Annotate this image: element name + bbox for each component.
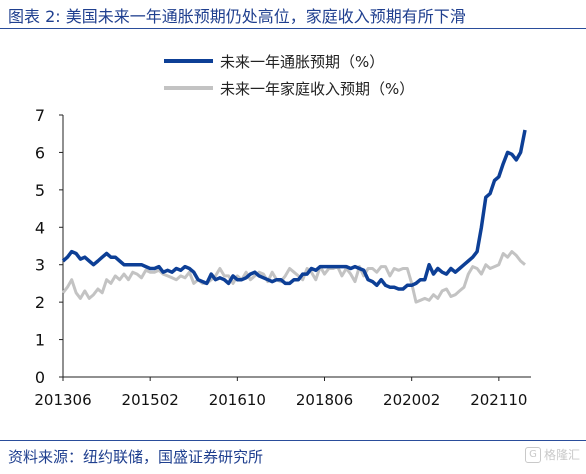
- legend-label-income: 未来一年家庭收入预期（%）: [220, 80, 414, 98]
- x-tick-label: 202110: [470, 391, 527, 409]
- title-rule: [0, 28, 586, 29]
- footer-rule: [0, 440, 586, 441]
- y-tick-label: 5: [35, 181, 45, 200]
- series-line-inflation: [61, 129, 527, 291]
- x-tick-label: 201306: [34, 391, 91, 409]
- x-tick-label: 201806: [296, 391, 353, 409]
- y-tick-label: 0: [35, 368, 45, 387]
- x-tick-label: 202002: [383, 391, 440, 409]
- y-tick-label: 1: [35, 331, 45, 350]
- figure-title: 图表 2: 美国未来一年通胀预期仍处高位，家庭收入预期有所下滑: [8, 7, 466, 26]
- series-line-income: [61, 250, 526, 304]
- y-tick-label: 4: [35, 218, 45, 237]
- x-tick-label: 201610: [209, 391, 266, 409]
- source-note: 资料来源：纽约联储，国盛证券研究所: [8, 448, 264, 466]
- y-tick-label: 3: [35, 256, 45, 275]
- chart-legend: 未来一年通胀预期（%） 未来一年家庭收入预期（%）: [164, 53, 414, 98]
- watermark: G 格隆汇: [524, 446, 580, 463]
- y-tick-label: 7: [35, 106, 45, 125]
- watermark-text: 格隆汇: [543, 448, 580, 462]
- y-tick-label: 2: [35, 293, 45, 312]
- watermark-logo-icon: G: [524, 446, 541, 463]
- legend-label-inflation: 未来一年通胀预期（%）: [220, 53, 384, 71]
- x-tick-label: 201502: [122, 391, 179, 409]
- y-tick-label: 6: [35, 143, 45, 162]
